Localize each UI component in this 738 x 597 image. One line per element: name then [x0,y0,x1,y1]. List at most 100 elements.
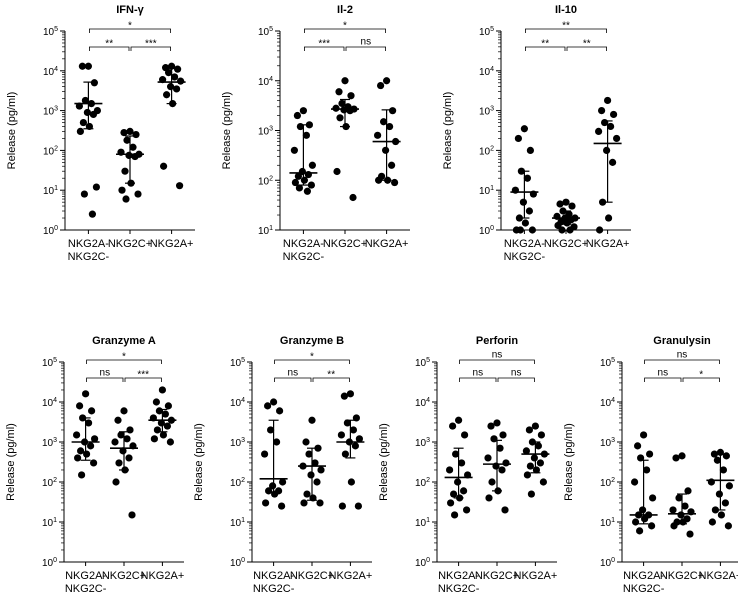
data-point [153,426,161,434]
data-point [73,431,81,439]
data-point [150,435,158,443]
data-point [158,386,166,394]
data-point [349,193,357,202]
y-axis-title: Release (pg/ml) [442,92,454,170]
data-point [317,466,325,474]
data-point [128,511,136,519]
y-tick-label: 100 [600,557,615,569]
significance-label: ns [658,368,669,379]
data-point [295,184,303,192]
significance-bracket [304,28,386,33]
significance-label: ns [361,37,372,48]
data-point [672,454,680,462]
data-point [293,111,301,120]
category-label: NKG2C+ [544,238,588,250]
y-tick-label: 101 [43,185,58,197]
data-point [308,161,316,169]
data-point [270,398,278,406]
data-point [450,490,458,498]
data-point [92,183,100,191]
data-point [152,398,160,406]
data-point [721,499,730,507]
data-point [271,490,279,498]
data-point [354,502,362,510]
category-label: NKG2C- [253,583,295,595]
data-point [631,478,639,486]
data-point [516,226,525,234]
significance-bracket [644,377,682,382]
significance-label: ** [583,39,591,50]
data-point [604,96,612,105]
data-point [273,438,281,446]
data-point [501,506,509,514]
data-point [174,65,182,73]
data-point [632,518,640,526]
category-label: NKG2C+ [323,238,367,250]
data-point [686,530,694,538]
y-tick-label: 104 [43,66,58,78]
data-point [299,107,307,115]
y-tick-label: 104 [600,397,615,409]
y-tick-label: 102 [479,145,494,157]
data-point [120,129,128,137]
data-point [458,459,466,467]
data-point [493,419,501,427]
data-point [337,431,345,439]
significance-label: ** [562,21,570,32]
data-point [302,438,310,446]
data-point [316,499,324,507]
category-label: NKG2C- [68,251,110,263]
data-point [164,402,172,410]
data-point [89,110,97,119]
data-point [452,450,460,458]
category-label: NKG2A+ [150,238,194,250]
data-point [521,219,530,227]
data-point [447,499,455,507]
data-point [377,81,385,90]
data-point [88,210,96,218]
significance-bracket [682,377,720,382]
data-point [391,178,399,187]
y-tick-label: 104 [479,66,494,78]
data-point [123,136,131,144]
data-point [112,478,120,486]
data-point [725,482,734,490]
y-tick-label: 103 [479,106,494,118]
significance-bracket [497,377,535,382]
data-point [311,459,319,467]
data-point [87,442,95,450]
data-point [278,502,286,510]
y-tick-label: 101 [230,517,245,529]
significance-label: ns [677,350,688,361]
data-point [679,518,687,526]
category-label: NKG2C+ [102,570,146,582]
data-point [290,146,298,154]
significance-label: * [343,21,347,32]
data-point [355,435,363,443]
data-point [123,435,131,443]
data-point [596,226,604,234]
data-point [386,122,394,131]
data-point [717,511,726,519]
data-point [300,499,308,507]
significance-label: *** [145,39,157,50]
category-label: NKG2C- [438,583,480,595]
data-point [568,202,576,210]
y-tick-label: 105 [42,357,57,369]
data-point [173,85,181,93]
data-point [531,422,540,430]
data-point [534,442,543,450]
data-point [648,522,656,530]
data-point [157,419,165,427]
data-point [300,176,308,184]
category-label: NKG2A- [623,570,664,582]
data-point [261,450,269,458]
data-point [610,110,618,119]
data-point [525,207,534,215]
y-tick-label: 101 [415,517,430,529]
data-point [84,62,92,70]
data-point [167,83,175,91]
data-point [455,416,463,424]
significance-bracket [312,377,350,382]
data-point [120,407,128,415]
